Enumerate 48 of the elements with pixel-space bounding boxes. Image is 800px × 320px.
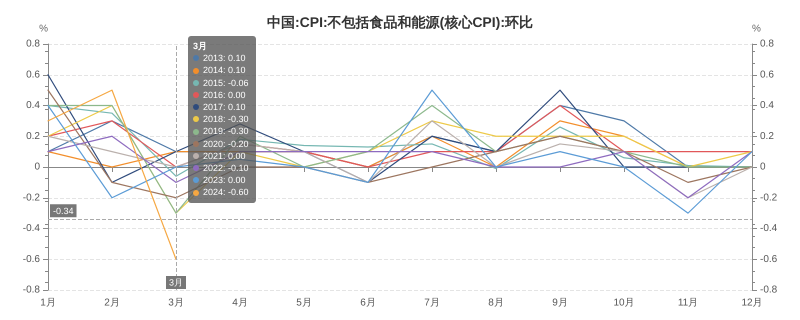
x-tick-label: 12月 [741,298,763,308]
y2-tick-label: 0 [760,162,766,172]
x-tick-label: 10月 [613,298,635,308]
annotation: 2015: -0.06 [203,76,249,89]
annotation: 2018: -0.30 [203,113,249,126]
x-tick-label: 1月 [40,298,56,308]
y2-tick-label: -0.8 [760,284,778,296]
annotation: 2023: 0.00 [203,174,246,186]
y2-tick-label: -0.2 [760,192,778,204]
x-tick-label: 2月 [104,298,120,308]
y-tick-label: -0.4 [22,223,40,234]
text: 3月 [193,41,208,51]
x-tick-label: 5月 [296,298,312,308]
x-tick-label: 8月 [488,298,504,308]
y2-tick-label: 0.4 [760,100,774,111]
y-tick-label: -0.6 [22,254,40,265]
y2-tick-label: 0.6 [760,69,774,80]
y-tick-label: 0 [34,162,40,172]
ref-line-label: -0.34 [53,206,74,216]
annotation: 2014: 0.10 [203,64,246,77]
annotation: 2016: 0.00 [203,88,246,102]
x-tick-label: 4月 [232,298,248,308]
y-tick-label: -0.2 [22,192,40,204]
annotation: 2024: -0.60 [203,186,249,199]
annotation: 2021: 0.00 [203,150,246,162]
annotation: 2019: -0.30 [203,125,249,138]
annotation: 2013: 0.10 [203,52,246,64]
annotation: 2017: 0.10 [203,101,246,114]
annotation: 2020: -0.20 [203,138,249,150]
y2-tick-label: -0.6 [760,254,778,265]
annotation: 2022: -0.10 [203,162,249,174]
x-tick-label: 11月 [678,298,698,308]
y-axis-title: % [39,24,48,34]
y2-tick-label: 0.2 [760,130,774,142]
x-tick-label: 3月 [168,298,184,308]
x-tick-label: 6月 [360,298,376,308]
y2-tick-label: 0.8 [760,38,774,50]
y-tick-label: 0.2 [26,130,40,142]
y-tick-label: 0.8 [26,38,40,50]
chart-title: 中国:CPI:不包括食品和能源(核心CPI):环比 [267,14,533,30]
y-tick-label: 0.4 [26,100,40,111]
y-tick-label: 0.6 [26,69,40,80]
x-tick-label: 9月 [552,298,568,308]
y2-axis-title: % [752,24,761,34]
ref-line-label: 3月 [168,278,184,288]
x-tick-label: 7月 [424,298,440,308]
y-tick-label: -0.8 [22,284,40,296]
y2-tick-label: -0.4 [760,223,778,234]
